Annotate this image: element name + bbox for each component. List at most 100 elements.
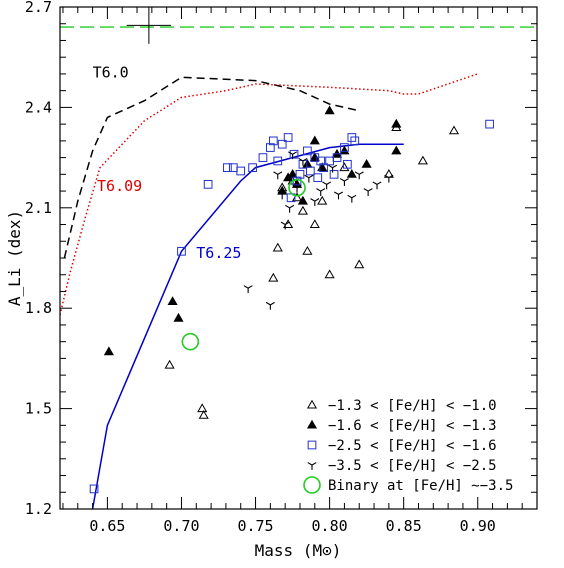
y-tick-label: 2.4 <box>25 98 52 116</box>
point-s3-5 <box>285 204 295 213</box>
point-s2-4 <box>228 163 238 172</box>
legend-label-3: −3.5 < [Fe/H] < −2.5 <box>328 458 497 474</box>
point-s0-16 <box>417 155 428 165</box>
axis-ticks: 0.65 0.70 0.75 0.80 0.85 0.90 1.2 1.5 1.8 2.1 2.4 2… <box>25 0 538 535</box>
point-s2-10 <box>273 156 283 166</box>
point-s2-31 <box>485 119 494 129</box>
model-curve-0 <box>63 76 360 259</box>
x-tick-label: 0.80 <box>312 517 348 535</box>
point-s2-8 <box>266 143 275 152</box>
point-s3-7 <box>292 184 302 193</box>
point-s1-17 <box>391 145 402 155</box>
point-s1-5 <box>287 168 298 178</box>
point-s2-3 <box>223 163 232 172</box>
legend-label-4: Binary at [Fe/H] ∼−3.5 <box>328 478 513 494</box>
point-s2-20 <box>310 153 320 162</box>
x-tick-label: 0.75 <box>237 517 273 535</box>
legend-marker-2 <box>307 440 317 450</box>
legend: −1.3 < [Fe/H] < −1.0 −1.6 < [Fe/H] < −1.3… <box>303 398 513 494</box>
legend-label-0: −1.3 < [Fe/H] < −1.0 <box>328 398 497 414</box>
point-s0-11 <box>309 219 320 228</box>
y-tick-label: 1.8 <box>25 299 52 317</box>
x-tick-label: 0.85 <box>386 517 422 535</box>
point-s2-9 <box>268 136 278 146</box>
point-s3-12 <box>322 181 332 190</box>
point-s0-2 <box>198 409 209 419</box>
legend-marker-1 <box>306 419 318 429</box>
model-curve-1 <box>60 73 478 316</box>
point-s3-2 <box>273 171 283 180</box>
point-s2-23 <box>319 163 329 172</box>
point-s3-16 <box>347 194 357 203</box>
point-s2-16 <box>295 169 305 179</box>
point-s0-12 <box>324 269 335 279</box>
x-tick-label: 0.90 <box>460 517 496 535</box>
y-tick-label: 2.1 <box>25 199 52 217</box>
legend-marker-4 <box>303 476 321 494</box>
point-s2-2 <box>203 180 213 189</box>
point-s3-1 <box>265 301 275 310</box>
error-bar <box>126 7 172 44</box>
point-s1-14 <box>339 145 350 155</box>
point-s1-10 <box>309 135 320 145</box>
point-s1-7 <box>297 195 308 205</box>
point-s2-30 <box>350 136 360 146</box>
point-s2-6 <box>248 163 257 172</box>
point-s4-0 <box>181 332 200 351</box>
legend-label-2: −2.5 < [Fe/H] < −1.6 <box>328 438 497 454</box>
x-axis-label: Mass (M⊙) <box>255 541 342 560</box>
point-s1-18 <box>391 118 402 128</box>
point-s2-25 <box>329 169 339 179</box>
point-s3-14 <box>333 191 344 200</box>
point-s1-15 <box>346 168 357 178</box>
point-s4-1 <box>288 178 306 197</box>
point-s0-10 <box>302 245 313 255</box>
point-s2-12 <box>283 133 293 142</box>
y-tick-label: 1.5 <box>25 400 52 418</box>
data-points <box>89 105 494 494</box>
point-s0-18 <box>339 162 350 172</box>
point-s3-15 <box>339 178 349 186</box>
point-s2-14 <box>289 149 299 159</box>
point-s3-18 <box>363 188 373 196</box>
x-tick-label: 0.70 <box>163 517 199 535</box>
point-s0-1 <box>197 403 208 413</box>
point-s3-17 <box>354 171 364 180</box>
point-s1-16 <box>361 158 372 168</box>
point-s3-10 <box>310 198 320 207</box>
y-axis-label: A_Li (dex) <box>5 210 24 306</box>
point-s1-2 <box>173 312 184 322</box>
point-s0-19 <box>317 195 328 205</box>
model-label-1: T6.09 <box>97 177 142 195</box>
x-tick-label: 0.65 <box>89 517 125 535</box>
point-s3-8 <box>298 158 308 166</box>
point-s3-19 <box>372 181 382 190</box>
point-s2-5 <box>236 166 246 176</box>
point-s2-26 <box>332 153 342 162</box>
model-curve-2 <box>91 143 404 509</box>
point-s3-20 <box>384 174 394 183</box>
point-s2-0 <box>89 484 99 494</box>
point-s3-13 <box>328 164 338 173</box>
point-s2-7 <box>258 153 268 162</box>
point-s0-9 <box>297 205 308 215</box>
point-s0-13 <box>354 259 365 269</box>
point-s0-4 <box>272 242 283 252</box>
point-s3-3 <box>277 191 287 200</box>
point-s1-0 <box>103 346 114 356</box>
point-s2-21 <box>313 173 323 183</box>
point-s3-0 <box>243 285 253 294</box>
point-s1-1 <box>167 296 178 305</box>
point-s2-27 <box>340 143 349 152</box>
y-tick-label: 2.7 <box>25 0 52 16</box>
legend-marker-3 <box>307 462 317 470</box>
point-s0-17 <box>448 125 460 135</box>
point-s3-6 <box>288 151 298 160</box>
point-s1-12 <box>324 105 335 115</box>
point-s3-11 <box>316 188 326 196</box>
model-label-2: T6.25 <box>196 244 241 262</box>
point-s2-18 <box>303 146 312 156</box>
model-labels: T6.0 T6.09 T6.25 <box>93 63 242 262</box>
point-s0-3 <box>268 272 279 282</box>
